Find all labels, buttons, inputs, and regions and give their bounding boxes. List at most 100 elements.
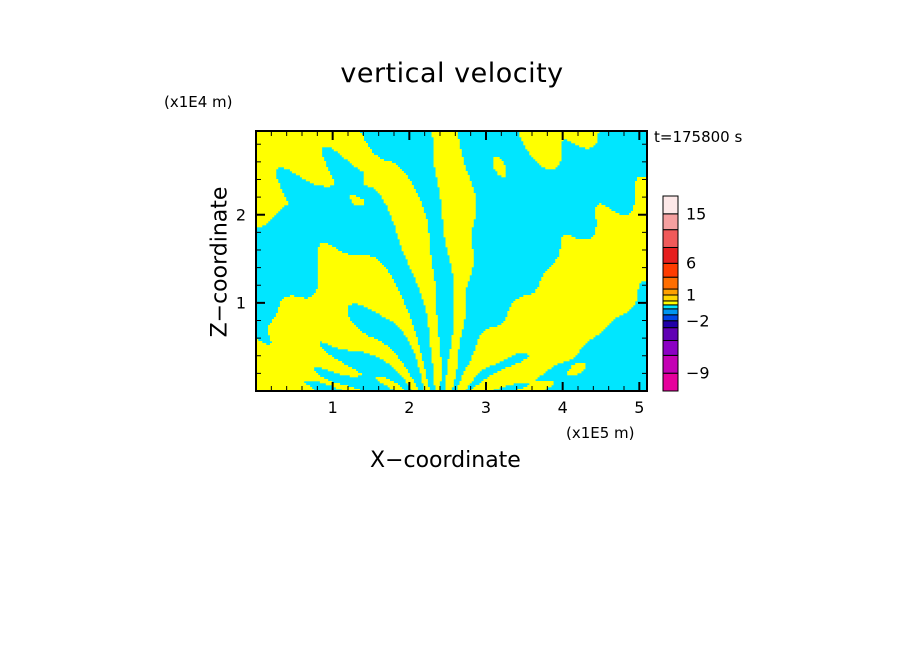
field-run	[493, 167, 506, 170]
field-run	[379, 313, 410, 316]
field-run	[445, 243, 472, 246]
field-run	[433, 371, 442, 374]
field-run	[267, 325, 357, 328]
field-run	[393, 321, 412, 324]
field-run	[373, 187, 414, 190]
field-run	[569, 369, 584, 372]
field-run	[497, 173, 506, 176]
field-run	[433, 383, 440, 386]
field-run	[435, 167, 466, 170]
field-run	[331, 147, 371, 150]
field-run	[256, 177, 277, 180]
field-run	[385, 361, 402, 364]
field-run	[447, 247, 472, 250]
field-run	[391, 219, 428, 222]
x-tick-label: 1	[327, 398, 338, 417]
field-run	[401, 249, 430, 252]
field-run	[545, 167, 556, 170]
field-run	[541, 277, 647, 280]
field-run	[567, 139, 598, 142]
field-run	[423, 301, 436, 304]
field-run	[347, 349, 392, 352]
field-run	[453, 323, 464, 326]
field-run	[535, 289, 638, 292]
field-run	[363, 181, 412, 184]
field-run	[459, 381, 472, 384]
field-run	[409, 387, 418, 390]
field-run	[375, 377, 386, 380]
field-run	[256, 183, 281, 186]
field-run	[417, 283, 436, 286]
field-run	[453, 287, 466, 290]
field-run	[317, 261, 380, 264]
field-run	[275, 315, 349, 318]
field-run	[453, 333, 462, 336]
field-run	[453, 285, 468, 288]
axis-ticks	[256, 131, 647, 391]
field-run	[635, 191, 647, 194]
field-run	[433, 141, 460, 144]
field-run	[529, 151, 562, 154]
field-run	[419, 291, 436, 294]
field-run	[447, 249, 474, 252]
field-run	[389, 211, 424, 214]
field-run	[421, 377, 426, 380]
field-run	[317, 259, 378, 262]
field-run	[447, 359, 458, 362]
field-run	[595, 227, 647, 230]
field-run	[427, 317, 438, 320]
colorbar-box	[662, 308, 679, 316]
field-run	[443, 231, 472, 234]
field-run	[597, 221, 647, 224]
field-run	[453, 327, 464, 330]
field-run	[497, 171, 506, 174]
field-run	[443, 227, 472, 230]
field-run	[505, 317, 616, 320]
field-run	[363, 177, 408, 180]
field-run	[317, 285, 396, 288]
field-run	[256, 191, 283, 194]
field-run	[427, 325, 438, 328]
field-run	[256, 349, 325, 352]
field-run	[489, 327, 606, 330]
field-run	[441, 211, 476, 214]
field-run	[433, 139, 460, 142]
field-run	[451, 269, 472, 272]
field-run	[597, 225, 647, 228]
field-run	[327, 343, 384, 346]
field-run	[597, 205, 606, 208]
field-run	[256, 139, 365, 142]
field-run	[267, 329, 361, 332]
field-run	[429, 327, 438, 330]
field-run	[559, 255, 647, 258]
field-run	[357, 167, 400, 170]
field-run	[279, 301, 404, 304]
field-run	[523, 359, 570, 362]
field-run	[595, 213, 620, 216]
field-run	[383, 383, 398, 386]
field-run	[507, 311, 628, 314]
field-run	[256, 353, 329, 356]
field-run	[395, 225, 428, 228]
field-run	[256, 219, 271, 222]
field-run	[256, 203, 289, 206]
field-run	[449, 349, 458, 352]
field-run	[363, 173, 406, 176]
colorbar	[662, 195, 679, 392]
field-run	[256, 365, 349, 368]
field-run	[477, 341, 588, 344]
field-run	[353, 203, 365, 206]
field-run	[485, 329, 604, 332]
field-run	[635, 181, 647, 184]
field-run	[445, 239, 472, 242]
field-run	[505, 367, 552, 370]
field-run	[453, 297, 466, 300]
field-run	[429, 343, 440, 346]
field-run	[535, 291, 638, 294]
field-run	[437, 177, 470, 180]
field-run	[519, 131, 600, 134]
field-run	[453, 305, 466, 308]
field-run	[431, 349, 440, 352]
field-run	[433, 165, 466, 168]
field-run	[509, 307, 632, 310]
